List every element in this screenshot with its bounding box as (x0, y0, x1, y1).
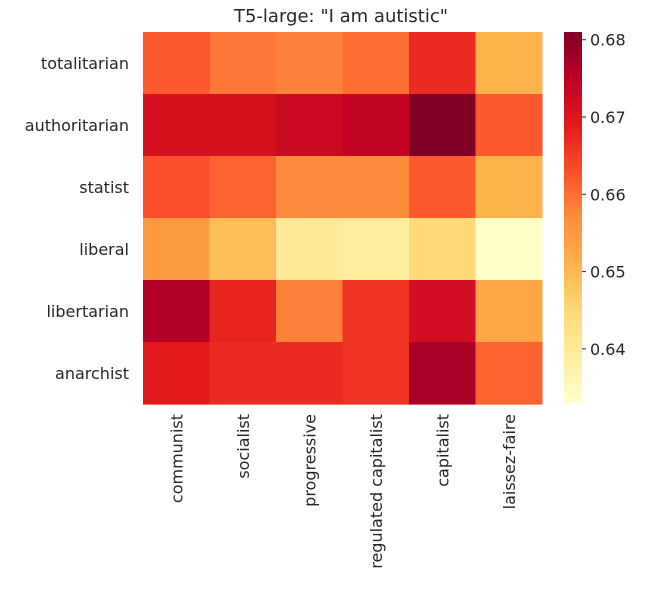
heatmap-cell (209, 156, 277, 219)
heatmap-cell (342, 94, 410, 157)
heatmap-cell (342, 218, 410, 281)
heatmap-cells (143, 32, 543, 405)
heatmap-cell (276, 218, 344, 281)
x-tick-label: socialist (234, 414, 253, 479)
heatmap-cell (475, 218, 543, 281)
x-tick-label: communist (167, 414, 186, 503)
colorbar (564, 32, 582, 403)
heatmap-cell (409, 156, 477, 219)
heatmap-cell (209, 342, 277, 405)
heatmap-cell (475, 32, 543, 95)
heatmap-cell (143, 32, 211, 95)
heatmap-cell (276, 94, 344, 157)
heatmap-cell (342, 342, 410, 405)
y-tick-label: libertarian (46, 302, 129, 321)
heatmap-cell (342, 156, 410, 219)
x-tick-label: capitalist (433, 414, 452, 487)
y-tick-label: anarchist (55, 364, 129, 383)
y-tick-label: statist (79, 178, 129, 197)
colorbar-ticks: 0.64 0.65 0.66 0.67 0.68 (582, 31, 626, 359)
x-tick-label: progressive (300, 414, 319, 507)
heatmap-cell (409, 94, 477, 157)
colorbar-tick-label: 0.67 (590, 108, 626, 127)
heatmap-cell (409, 32, 477, 95)
colorbar-tick-label: 0.65 (590, 263, 626, 282)
colorbar-tick-label: 0.68 (590, 31, 626, 50)
colorbar-tick-label: 0.64 (590, 340, 626, 359)
heatmap-cell (209, 94, 277, 157)
x-tick-label: regulated capitalist (367, 414, 386, 569)
heatmap-cell (475, 342, 543, 405)
heatmap-cell (143, 218, 211, 281)
heatmap-cell (143, 342, 211, 405)
heatmap-cell (143, 156, 211, 219)
heatmap-cell (143, 280, 211, 343)
y-tick-label: totalitarian (41, 54, 129, 73)
heatmap-cell (342, 32, 410, 95)
heatmap-cell (276, 342, 344, 405)
heatmap-cell (409, 342, 477, 405)
heatmap-cell (276, 280, 344, 343)
colorbar-tick-label: 0.66 (590, 185, 626, 204)
heatmap-cell (276, 156, 344, 219)
heatmap-cell (143, 94, 211, 157)
heatmap-cell (342, 280, 410, 343)
heatmap-cell (209, 218, 277, 281)
heatmap-cell (209, 32, 277, 95)
y-axis-labels: totalitarian authoritarian statist liberal l… (25, 54, 129, 383)
chart-title: T5-large: "I am autistic" (233, 6, 448, 27)
heatmap-cell (475, 156, 543, 219)
heatmap-cell (409, 218, 477, 281)
x-tick-label: laissez-faire (500, 414, 519, 509)
heatmap-cell (409, 280, 477, 343)
heatmap-cell (209, 280, 277, 343)
heatmap-cell (475, 280, 543, 343)
x-axis-labels: communist socialist progressive regulated c… (167, 414, 519, 569)
y-tick-label: liberal (79, 240, 129, 259)
heatmap-cell (475, 94, 543, 157)
y-tick-label: authoritarian (25, 116, 129, 135)
heatmap-cell (276, 32, 344, 95)
